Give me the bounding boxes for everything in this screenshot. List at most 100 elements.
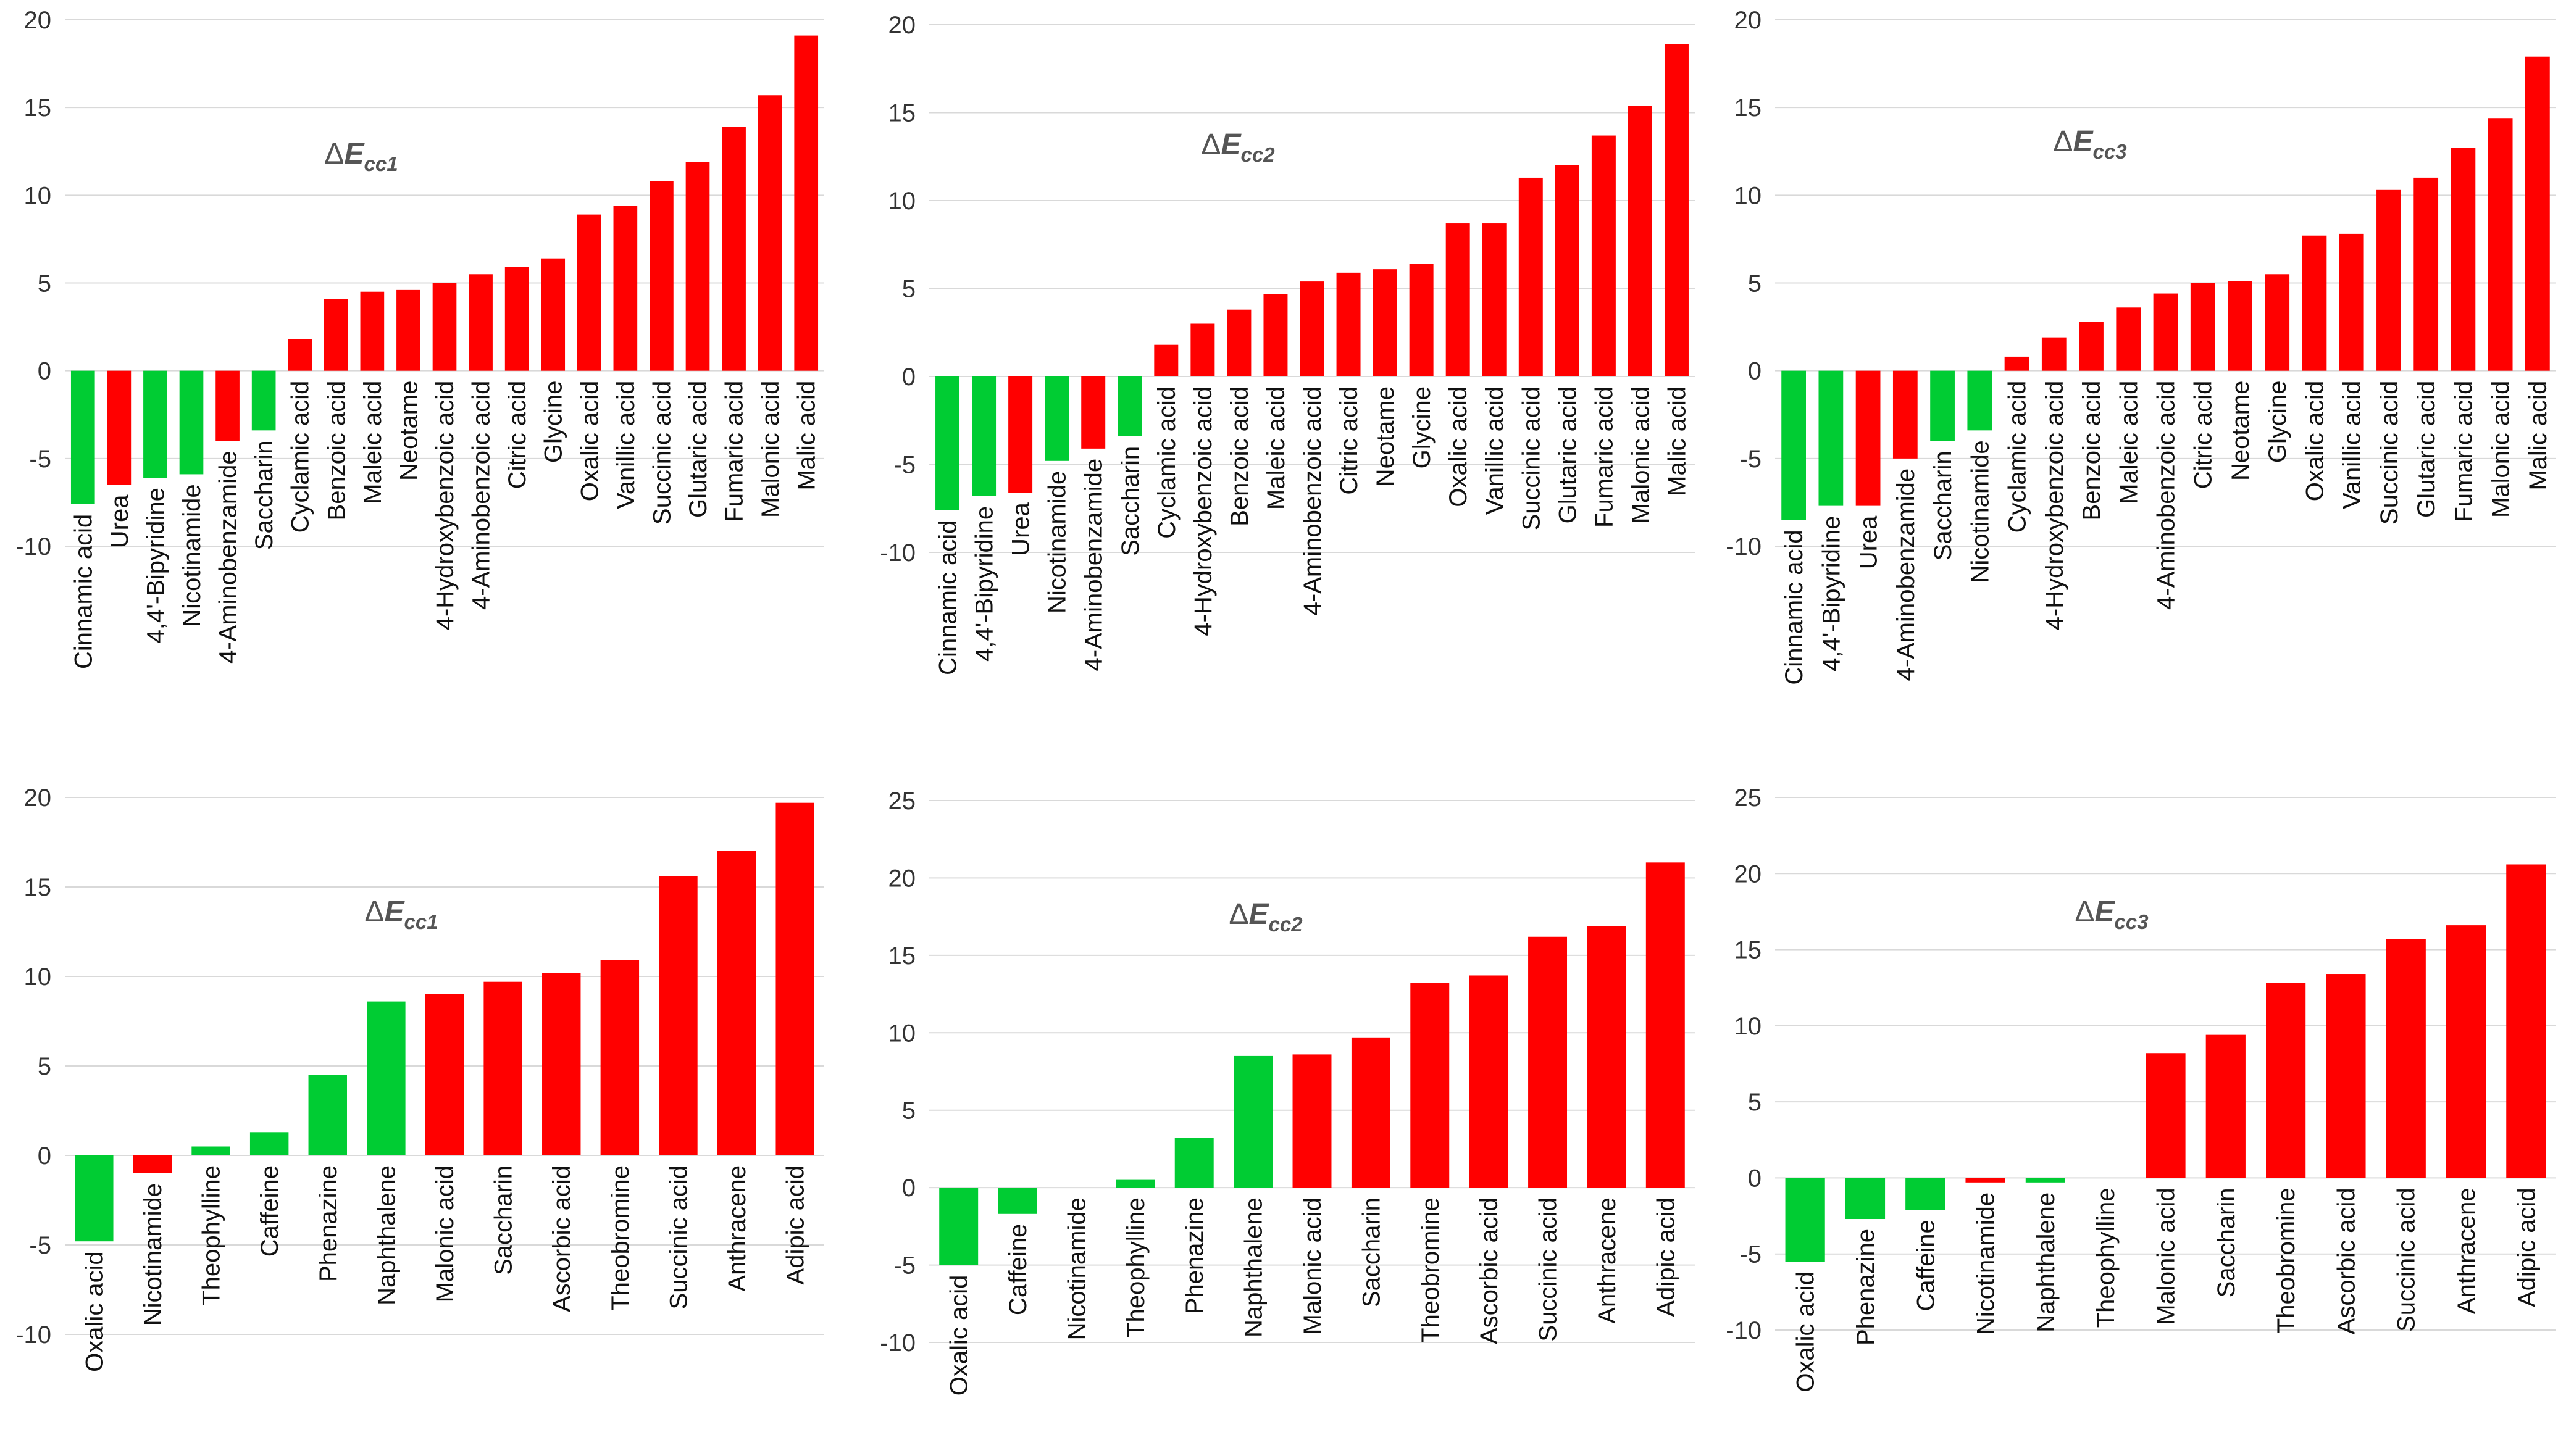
bar-saccharin bbox=[1351, 1037, 1390, 1188]
bar-phenazine bbox=[1174, 1138, 1214, 1188]
bar-succinic-acid bbox=[2386, 939, 2426, 1178]
x-category-label: Benzoic acid bbox=[323, 381, 350, 521]
y-tick-label: -5 bbox=[893, 452, 916, 479]
bar-theophylline bbox=[1116, 1179, 1155, 1188]
bar-urea bbox=[1855, 370, 1881, 506]
bar-4-aminobenzamide bbox=[215, 370, 240, 441]
chart-title-symbol: Δ bbox=[364, 896, 384, 928]
chart-panel-top-left: -10 -5 0 5 10 15 20 ΔEcc1 Cinnamic acid Urea 4,4'-… bbox=[15, 7, 824, 669]
bar-4-4-bipyridine bbox=[972, 376, 997, 496]
y-tick-label: 15 bbox=[24, 874, 52, 901]
bar-oxalic-acid bbox=[75, 1155, 114, 1242]
chart-title: ΔEcc3 bbox=[2075, 896, 2148, 933]
bar-succinic-acid bbox=[1528, 936, 1568, 1188]
x-category-label: Malic acid bbox=[1663, 386, 1690, 496]
bar-4-aminobenzamide bbox=[1081, 376, 1106, 449]
bar-oxalic-acid bbox=[577, 214, 601, 371]
x-category-label: Maleic acid bbox=[2115, 381, 2142, 504]
y-tick-label: -10 bbox=[1726, 1317, 1762, 1344]
x-category-label: 4-Aminobenzamide bbox=[1892, 468, 1920, 681]
x-category-label: 4-Aminobenzoic acid bbox=[1299, 386, 1326, 615]
x-category-label: Saccharin bbox=[1117, 446, 1144, 556]
x-category-label: Fumaric acid bbox=[721, 381, 748, 522]
x-category-label: Cinnamic acid bbox=[1781, 530, 1808, 684]
bar-glutaric-acid bbox=[1555, 165, 1579, 376]
y-tick-label: 25 bbox=[1734, 784, 1762, 812]
y-tick-label: 5 bbox=[38, 270, 51, 297]
y-tick-label: -10 bbox=[15, 1321, 51, 1349]
chart-title-subscript: cc1 bbox=[364, 152, 398, 175]
x-category-label: Benzoic acid bbox=[1226, 386, 1253, 526]
x-category-label: Neotame bbox=[2227, 381, 2254, 481]
x-category-label: 4-Aminobenzamide bbox=[215, 451, 242, 664]
bar-maleic-acid bbox=[2116, 307, 2141, 371]
bar-oxalic-acid bbox=[2302, 235, 2327, 371]
chart-title-symbol: Δ bbox=[1201, 128, 1221, 161]
bar-glutaric-acid bbox=[685, 162, 710, 371]
y-tick-label: 10 bbox=[888, 1020, 916, 1047]
chart-title: ΔEcc1 bbox=[364, 896, 438, 933]
x-category-label: Maleic acid bbox=[359, 381, 387, 504]
x-category-label: Urea bbox=[1855, 515, 1883, 569]
x-category-label: Fumaric acid bbox=[1590, 386, 1618, 528]
bar-citric-acid bbox=[1336, 272, 1361, 376]
y-tick-label: -10 bbox=[15, 533, 51, 560]
x-category-label: Maleic acid bbox=[1263, 386, 1290, 510]
bar-fumaric-acid bbox=[722, 127, 746, 371]
bar-vanillic-acid bbox=[1482, 223, 1507, 376]
x-category-label: Oxalic acid bbox=[1445, 386, 1472, 507]
bar-4-hydroxybenzoic-acid bbox=[1190, 323, 1215, 376]
x-category-label: Malic acid bbox=[793, 381, 821, 491]
bar-glutaric-acid bbox=[2413, 177, 2439, 371]
x-category-label: Theophylline bbox=[2092, 1188, 2120, 1328]
x-category-label: Anthracene bbox=[1594, 1197, 1621, 1324]
x-category-label: Theobromine bbox=[2273, 1188, 2300, 1333]
bar-urea bbox=[107, 370, 132, 485]
x-category-label: Theobromine bbox=[607, 1165, 634, 1311]
y-tick-label: -5 bbox=[893, 1252, 916, 1279]
y-tick-label: 5 bbox=[1748, 1089, 1762, 1116]
y-tick-label: 10 bbox=[1734, 1013, 1762, 1040]
chart-title-subscript: cc3 bbox=[2115, 910, 2149, 933]
x-category-label: Succinic acid bbox=[1535, 1197, 1562, 1341]
x-category-label: Malonic acid bbox=[757, 381, 784, 518]
x-category-label: Saccharin bbox=[2213, 1188, 2240, 1297]
x-category-label: 4,4'-Bipyridine bbox=[971, 506, 998, 662]
bar-malic-acid bbox=[1664, 44, 1689, 377]
bar-theophylline bbox=[191, 1146, 230, 1155]
x-category-label: Cinnamic acid bbox=[70, 514, 97, 669]
y-tick-label: -5 bbox=[1739, 1241, 1762, 1268]
chart-panel-bottom-center: -10 -5 0 5 10 15 20 25 ΔEcc2 Oxalic acid Caffeine N… bbox=[880, 788, 1695, 1396]
bar-caffeine bbox=[998, 1188, 1037, 1214]
bar-anthracene bbox=[717, 851, 756, 1155]
bar-urea bbox=[1008, 376, 1033, 493]
x-category-label: Adipic acid bbox=[2513, 1188, 2540, 1307]
x-category-label: Adipic acid bbox=[1652, 1197, 1679, 1317]
y-tick-label: 5 bbox=[902, 1097, 916, 1125]
x-category-label: Anthracene bbox=[2453, 1188, 2480, 1314]
y-tick-label: -10 bbox=[880, 539, 916, 567]
bar-4-aminobenzamide bbox=[1892, 370, 1918, 459]
chart-title-variable: E bbox=[344, 138, 365, 170]
x-category-label: Fumaric acid bbox=[2450, 381, 2477, 522]
bar-glycine bbox=[2265, 274, 2290, 371]
y-tick-label: 20 bbox=[1734, 7, 1762, 34]
chart-panel-top-center: -10 -5 0 5 10 15 20 ΔEcc2 Cinnamic acid 4,4'-Bipy… bbox=[880, 12, 1695, 675]
y-tick-label: 5 bbox=[38, 1053, 51, 1080]
x-category-label: Nicotinamide bbox=[1044, 471, 1071, 614]
x-category-label: Glutaric acid bbox=[685, 381, 712, 518]
bar-cyclamic-acid bbox=[1154, 344, 1179, 376]
x-category-label: Neotame bbox=[1372, 386, 1399, 486]
bar-succinic-acid bbox=[2376, 189, 2401, 371]
bar-theobromine bbox=[600, 960, 640, 1155]
x-category-label: Ascorbic acid bbox=[2333, 1188, 2360, 1334]
x-category-label: Malonic acid bbox=[432, 1165, 459, 1302]
bar-ascorbic-acid bbox=[542, 973, 581, 1155]
x-category-label: Phenazine bbox=[315, 1165, 342, 1282]
x-category-label: Succinic acid bbox=[1518, 386, 1545, 530]
x-category-label: Neotame bbox=[395, 381, 422, 481]
x-category-label: 4-Hydroxybenzoic acid bbox=[432, 381, 459, 631]
y-tick-label: 5 bbox=[1748, 270, 1762, 297]
bar-malonic-acid bbox=[2146, 1053, 2186, 1178]
bar-adipic-acid bbox=[1645, 862, 1685, 1188]
